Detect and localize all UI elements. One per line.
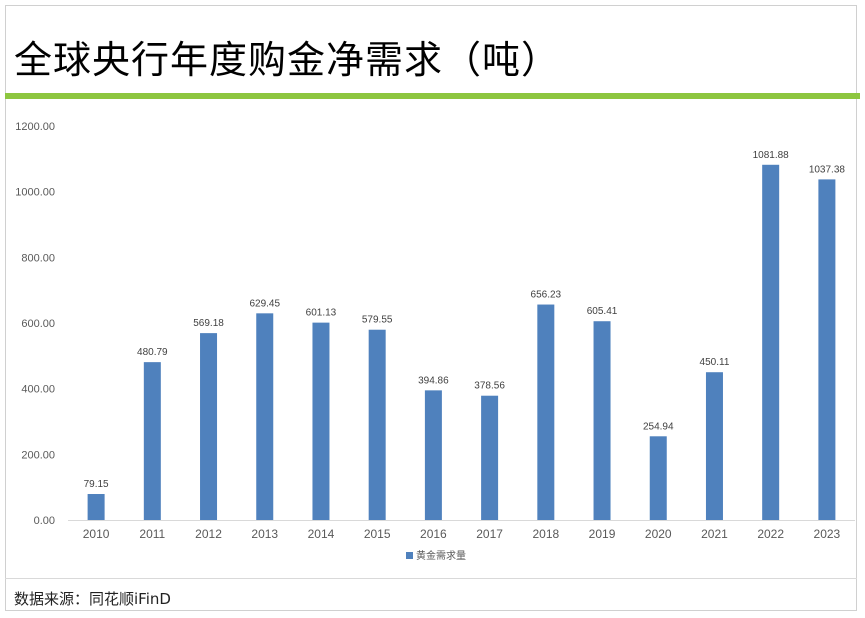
data-label-2011: 480.79 bbox=[137, 347, 168, 358]
bar-2020 bbox=[649, 436, 667, 520]
bar-2015 bbox=[368, 329, 386, 520]
x-tick-label-2011: 2011 bbox=[139, 527, 165, 541]
bar-2022 bbox=[762, 164, 780, 521]
bar-2012 bbox=[200, 333, 218, 520]
data-source-note: 数据来源：同花顺iFinD bbox=[14, 590, 171, 608]
data-label-2021: 450.11 bbox=[700, 357, 730, 368]
bar-2014 bbox=[312, 322, 330, 520]
y-tick-label: 200.00 bbox=[21, 449, 55, 461]
bar-2019 bbox=[593, 321, 611, 520]
y-tick-label: 0.00 bbox=[34, 515, 55, 527]
x-tick-label-2014: 2014 bbox=[308, 527, 335, 541]
chart-frame bbox=[5, 5, 857, 611]
title-accent-bar bbox=[5, 93, 860, 99]
chart-title: 全球央行年度购金净需求（吨） bbox=[14, 38, 561, 82]
x-tick-label-2016: 2016 bbox=[420, 527, 447, 541]
x-tick-label-2012: 2012 bbox=[195, 527, 222, 541]
x-tick-label-2023: 2023 bbox=[814, 527, 841, 541]
legend-swatch bbox=[406, 552, 413, 559]
data-label-2023: 1037.38 bbox=[809, 164, 846, 175]
data-label-2013: 629.45 bbox=[249, 298, 280, 309]
x-tick-label-2015: 2015 bbox=[364, 527, 391, 541]
data-label-2010: 79.15 bbox=[84, 479, 109, 490]
x-tick-label-2017: 2017 bbox=[476, 527, 503, 541]
bar-2010 bbox=[87, 494, 105, 520]
bar-2011 bbox=[143, 362, 161, 520]
x-tick-label-2018: 2018 bbox=[532, 527, 559, 541]
bar-2017 bbox=[481, 395, 499, 520]
data-label-2018: 656.23 bbox=[531, 290, 562, 301]
source-divider bbox=[5, 578, 857, 579]
y-tick-label: 1000.00 bbox=[15, 187, 55, 199]
x-tick-label-2019: 2019 bbox=[589, 527, 616, 541]
data-label-2016: 394.86 bbox=[418, 375, 449, 386]
y-tick-label: 400.00 bbox=[21, 384, 55, 396]
bar-2013 bbox=[256, 313, 274, 520]
data-label-2012: 569.18 bbox=[193, 318, 224, 329]
bar-2023 bbox=[818, 179, 836, 521]
bar-2016 bbox=[424, 390, 442, 520]
bar-2021 bbox=[705, 372, 723, 520]
bar-chart: 0.00 200.00 400.00 600.00 800.00 1000.00 1200.… bbox=[15, 121, 855, 562]
legend-label: 黄金需求量 bbox=[416, 549, 466, 562]
data-label-2014: 601.13 bbox=[306, 308, 337, 319]
x-tick-label-2021: 2021 bbox=[701, 527, 728, 541]
x-tick-label-2020: 2020 bbox=[645, 527, 672, 541]
y-tick-label: 800.00 bbox=[21, 252, 55, 264]
data-label-2020: 254.94 bbox=[643, 421, 674, 432]
data-label-2015: 579.55 bbox=[362, 315, 393, 326]
x-tick-label-2022: 2022 bbox=[757, 527, 784, 541]
y-tick-label: 1200.00 bbox=[15, 121, 55, 133]
data-label-2017: 378.56 bbox=[474, 381, 505, 392]
data-label-2022: 1081.88 bbox=[753, 150, 790, 161]
x-tick-label-2010: 2010 bbox=[83, 527, 110, 541]
bar-2018 bbox=[537, 304, 555, 520]
data-label-2019: 605.41 bbox=[587, 306, 618, 317]
y-tick-label: 600.00 bbox=[21, 318, 55, 330]
x-tick-label-2013: 2013 bbox=[251, 527, 278, 541]
